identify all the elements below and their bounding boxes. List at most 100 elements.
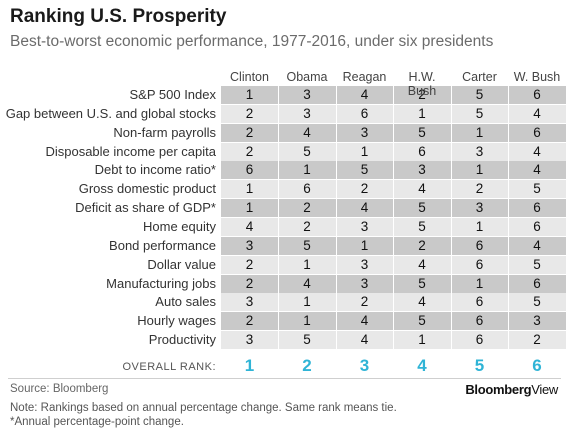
rank-cell: 2: [303, 218, 311, 234]
rank-cell: 6: [533, 218, 541, 234]
row-label: Manufacturing jobs: [106, 275, 216, 291]
rank-cell: 3: [360, 256, 369, 272]
rank-cell: 5: [418, 275, 426, 291]
rank-cell: 3: [533, 313, 541, 329]
overall-rank-value: 1: [244, 356, 255, 375]
row-label: Non-farm payrolls: [113, 124, 216, 140]
rank-cell: 4: [245, 218, 254, 234]
rank-cell: 4: [533, 237, 541, 253]
rank-cell: 3: [360, 218, 369, 234]
column-header: H.W. Bush: [407, 70, 437, 98]
overall-rank-value: 2: [302, 356, 312, 375]
rank-cell: 1: [475, 162, 484, 178]
rank-cell: 1: [303, 162, 311, 178]
rank-cell: 5: [475, 105, 484, 121]
table-grid: [221, 86, 566, 350]
row-label: Dollar value: [147, 256, 216, 272]
rank-cell: 1: [303, 313, 311, 329]
rank-cell: 5: [360, 162, 369, 178]
rank-cell: 4: [418, 181, 426, 197]
rank-cell: 5: [303, 237, 311, 253]
rank-cell: 2: [245, 313, 254, 329]
rank-cell: 2: [245, 124, 254, 140]
rank-cell: 6: [475, 237, 484, 253]
rank-cell: 1: [245, 181, 254, 197]
brand-light: View: [531, 382, 558, 397]
footer-divider: [8, 378, 561, 379]
chart-subtitle: Best-to-worst economic performance, 1977…: [10, 33, 494, 50]
column-header: Reagan: [342, 70, 387, 84]
rank-cell: 1: [360, 237, 369, 253]
rank-cell: 3: [303, 87, 311, 102]
column-header: W. Bush: [513, 70, 561, 84]
rank-cell: 2: [360, 181, 369, 197]
rank-cell: 1: [418, 105, 426, 121]
rank-cell: 3: [245, 332, 254, 348]
rank-cell: 1: [475, 218, 484, 234]
rank-cell: 3: [360, 275, 369, 291]
row-label: Auto sales: [155, 294, 216, 310]
rank-cell: 6: [533, 124, 541, 140]
rank-cell: 1: [360, 143, 369, 159]
rank-cell: 2: [533, 332, 541, 348]
row-label: Gross domestic product: [78, 181, 216, 197]
rank-cell: 3: [303, 105, 311, 121]
rank-cell: 2: [245, 256, 254, 272]
overall-rank-value: 5: [474, 356, 485, 375]
rank-cell: 3: [360, 124, 369, 140]
column-divider: [450, 86, 452, 350]
rank-cell: 1: [418, 332, 426, 348]
row-label: Debt to income ratio*: [94, 162, 216, 178]
rank-cell: 3: [418, 162, 426, 178]
overall-rank-label: OVERALL RANK:: [122, 361, 216, 373]
rank-cell: 5: [533, 256, 541, 272]
rank-cell: 6: [303, 181, 311, 197]
column-divider: [393, 86, 394, 350]
rank-cell: 4: [418, 256, 426, 272]
column-divider: [508, 86, 509, 350]
rank-cell: 4: [533, 105, 541, 121]
rank-cell: 2: [475, 181, 484, 197]
rank-cell: 3: [245, 294, 254, 310]
row-label: Bond performance: [109, 237, 216, 253]
row-label: Home equity: [143, 218, 216, 234]
rank-cell: 1: [475, 124, 484, 140]
rank-cell: 5: [533, 294, 541, 310]
rank-cell: 2: [418, 87, 426, 102]
rank-cell: 4: [360, 200, 369, 216]
rank-cell: 4: [360, 332, 369, 348]
rank-cell: 5: [418, 124, 426, 140]
rank-cell: 6: [533, 275, 541, 291]
source-text: Source: Bloomberg: [10, 383, 109, 395]
rank-cell: 1: [245, 87, 254, 102]
brand-logo: BloombergView: [465, 382, 558, 397]
chart-title: Ranking U.S. Prosperity: [10, 6, 227, 27]
rank-cell: 4: [360, 313, 369, 329]
rank-cell: 2: [360, 294, 369, 310]
rank-cell: 1: [303, 256, 311, 272]
rank-cell: 5: [418, 200, 426, 216]
rank-cell: 6: [360, 105, 369, 121]
rank-cell: 5: [303, 143, 311, 159]
rank-cell: 3: [475, 200, 484, 216]
rank-cell: 6: [418, 143, 426, 159]
rank-cell: 4: [360, 87, 369, 102]
row-label: Deficit as share of GDP*: [75, 200, 216, 216]
note-text: Note: Rankings based on annual percentag…: [10, 402, 397, 414]
column-header: Carter: [462, 70, 497, 84]
rank-cell: 6: [475, 313, 484, 329]
overall-rank-value: 4: [417, 356, 427, 375]
rank-cell: 4: [418, 294, 426, 310]
rank-cell: 6: [533, 87, 541, 102]
brand-bold: Bloomberg: [465, 382, 532, 397]
overall-rank-value: 6: [532, 356, 542, 375]
row-label: S&P 500 Index: [129, 87, 217, 102]
rank-cell: 1: [475, 275, 484, 291]
rank-cell: 6: [475, 294, 484, 310]
rank-cell: 5: [533, 181, 541, 197]
rank-cell: 4: [533, 143, 541, 159]
rank-cell: 3: [475, 143, 484, 159]
column-divider: [335, 86, 337, 350]
column-header: Clinton: [230, 70, 269, 84]
row-label: Gap between U.S. and global stocks: [5, 105, 216, 121]
